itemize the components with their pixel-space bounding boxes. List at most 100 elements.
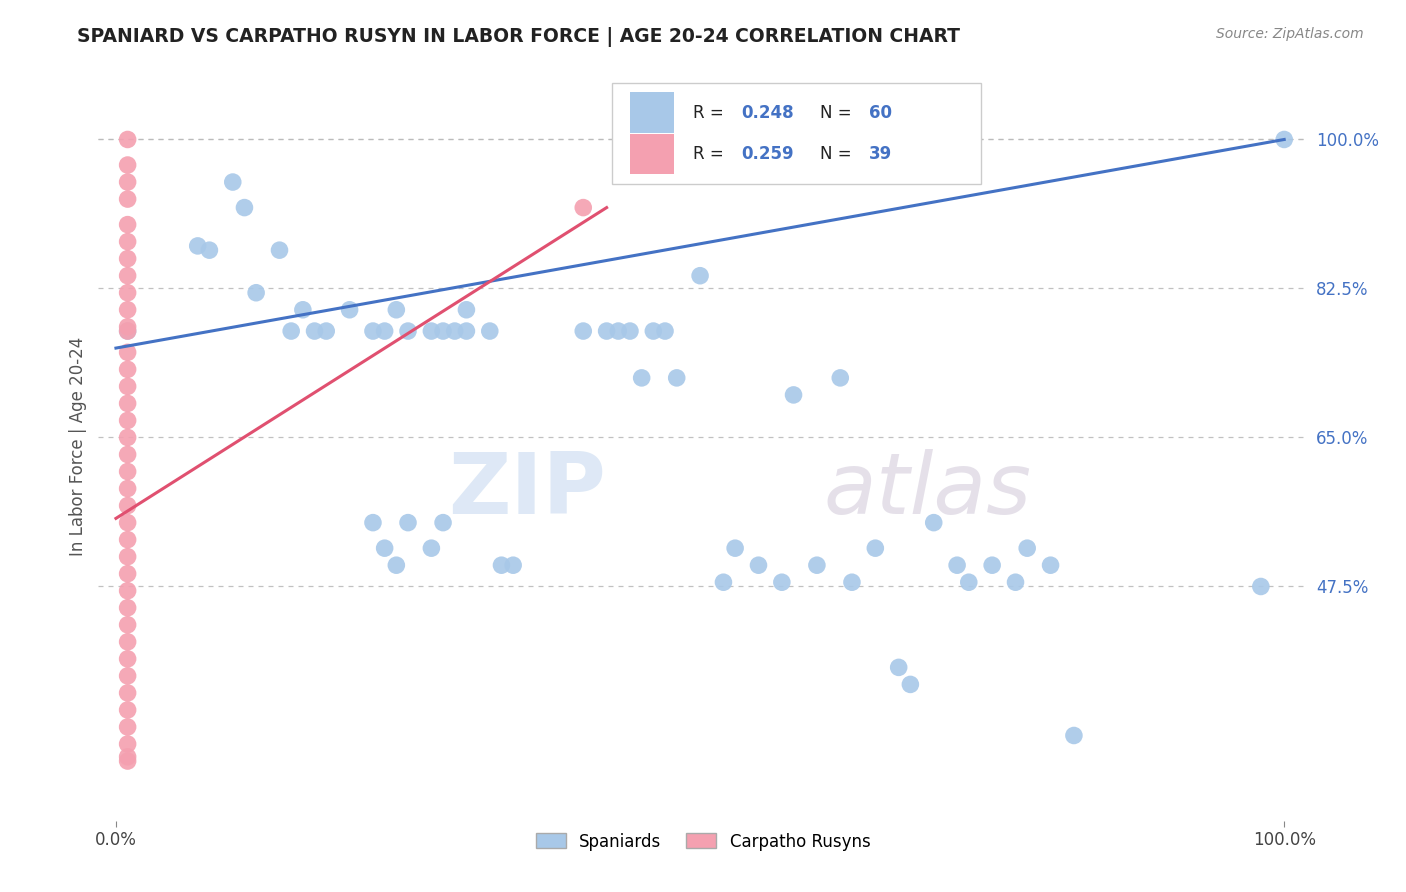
Point — [245, 285, 267, 300]
Text: 0.248: 0.248 — [742, 103, 794, 121]
Point — [1272, 132, 1295, 146]
Point — [117, 285, 139, 300]
Point — [187, 239, 209, 253]
Point — [117, 192, 139, 206]
Point — [396, 324, 419, 338]
Point — [630, 371, 652, 385]
Point — [117, 324, 139, 338]
Point — [830, 371, 852, 385]
Point — [770, 575, 793, 590]
Point — [117, 465, 139, 479]
Point — [117, 448, 139, 462]
Point — [117, 600, 139, 615]
Point — [117, 379, 139, 393]
Text: 0.259: 0.259 — [742, 145, 794, 162]
Point — [432, 516, 454, 530]
Point — [117, 749, 139, 764]
Point — [117, 175, 139, 189]
Point — [443, 324, 465, 338]
Point — [1250, 580, 1272, 594]
Point — [117, 158, 139, 172]
Point — [396, 516, 419, 530]
Point — [865, 541, 887, 556]
Point — [117, 549, 139, 564]
Point — [117, 268, 139, 283]
Point — [572, 324, 595, 338]
Point — [117, 686, 139, 700]
Point — [339, 302, 361, 317]
Point — [841, 575, 863, 590]
Point — [747, 558, 769, 573]
Point — [374, 541, 396, 556]
Point — [117, 396, 139, 410]
Point — [420, 541, 443, 556]
Point — [117, 132, 139, 146]
FancyBboxPatch shape — [613, 83, 981, 184]
Point — [456, 302, 478, 317]
Point — [117, 345, 139, 359]
Point — [374, 324, 396, 338]
Point — [1004, 575, 1026, 590]
Point — [946, 558, 969, 573]
Point — [432, 324, 454, 338]
Point — [117, 669, 139, 683]
Point — [478, 324, 501, 338]
Point — [117, 583, 139, 598]
Point — [385, 302, 408, 317]
Point — [117, 617, 139, 632]
Point — [782, 388, 804, 402]
Text: 60: 60 — [869, 103, 891, 121]
Point — [607, 324, 630, 338]
Point — [887, 660, 910, 674]
Point — [291, 302, 314, 317]
Point — [269, 243, 291, 257]
Point — [643, 324, 665, 338]
Point — [117, 635, 139, 649]
Point — [1063, 729, 1085, 743]
Point — [456, 324, 478, 338]
Point — [117, 533, 139, 547]
Point — [654, 324, 676, 338]
Point — [713, 575, 735, 590]
Point — [117, 319, 139, 334]
Point — [361, 516, 384, 530]
Point — [806, 558, 828, 573]
Point — [361, 324, 384, 338]
Point — [117, 362, 139, 376]
Point — [619, 324, 641, 338]
Point — [117, 499, 139, 513]
Text: N =: N = — [820, 145, 858, 162]
Point — [117, 302, 139, 317]
Point — [117, 516, 139, 530]
Text: SPANIARD VS CARPATHO RUSYN IN LABOR FORCE | AGE 20-24 CORRELATION CHART: SPANIARD VS CARPATHO RUSYN IN LABOR FORC… — [77, 27, 960, 46]
Point — [233, 201, 256, 215]
Point — [572, 201, 595, 215]
Point — [502, 558, 524, 573]
Point — [117, 652, 139, 666]
Legend: Spaniards, Carpatho Rusyns: Spaniards, Carpatho Rusyns — [529, 826, 877, 857]
Point — [385, 558, 408, 573]
Text: R =: R = — [693, 103, 730, 121]
FancyBboxPatch shape — [630, 93, 673, 133]
Point — [898, 677, 921, 691]
Point — [198, 243, 221, 257]
Text: N =: N = — [820, 103, 858, 121]
Point — [1039, 558, 1062, 573]
Y-axis label: In Labor Force | Age 20-24: In Labor Force | Age 20-24 — [69, 336, 87, 556]
Point — [304, 324, 326, 338]
Point — [1017, 541, 1039, 556]
Point — [420, 324, 443, 338]
FancyBboxPatch shape — [630, 134, 673, 174]
Point — [981, 558, 1004, 573]
Text: Source: ZipAtlas.com: Source: ZipAtlas.com — [1216, 27, 1364, 41]
Point — [222, 175, 245, 189]
Point — [689, 268, 711, 283]
Text: R =: R = — [693, 145, 730, 162]
Text: 39: 39 — [869, 145, 891, 162]
Point — [117, 235, 139, 249]
Point — [315, 324, 337, 338]
Point — [117, 252, 139, 266]
Point — [117, 737, 139, 751]
Point — [117, 703, 139, 717]
Point — [117, 218, 139, 232]
